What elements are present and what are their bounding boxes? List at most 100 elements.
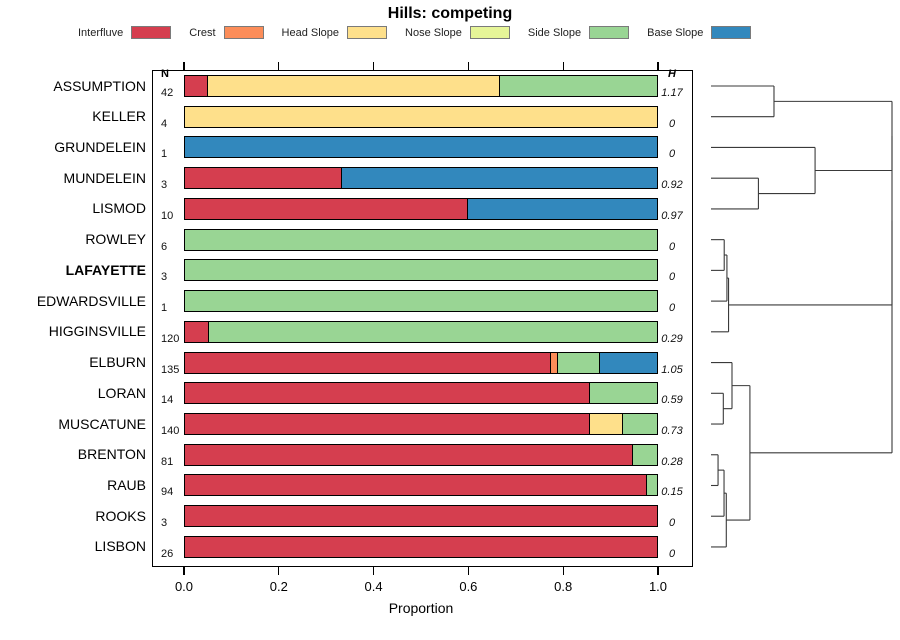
bar-segment-side-slope [185, 229, 657, 250]
legend-item: Nose Slope [405, 26, 510, 39]
legend-label: Crest [189, 26, 216, 39]
bar-segment-interfluve [185, 506, 657, 527]
legend-label: Side Slope [527, 26, 582, 39]
row-n-value: 81 [161, 455, 174, 468]
legend-item: Interfluve [78, 26, 172, 39]
stacked-bar [184, 136, 658, 159]
row-label: RAUB [107, 476, 146, 493]
stacked-bar [184, 474, 658, 497]
bar-segment-interfluve [185, 76, 208, 96]
stacked-bar [184, 228, 658, 251]
stacked-bar [184, 382, 658, 405]
stacked-bar [184, 197, 658, 220]
row-label: EDWARDSVILLE [36, 292, 146, 309]
row-label: KELLER [92, 108, 146, 125]
row-label: HIGGINSVILLE [48, 323, 146, 340]
row-h-value: 0 [668, 302, 676, 315]
bar-segment-side-slope [633, 444, 657, 465]
stacked-bar [184, 320, 658, 343]
stacked-bar [184, 290, 658, 313]
row-h-value: 0.15 [661, 486, 683, 499]
row-n-value: 1 [161, 148, 168, 161]
row-h-value: 0.73 [661, 425, 683, 438]
bar-segment-side-slope [589, 383, 657, 404]
stacked-bar [184, 443, 658, 466]
x-axis-tick-bottom [183, 567, 185, 575]
x-axis-tick-top [183, 62, 185, 70]
bar-segment-base-slope [468, 198, 657, 219]
bar-segment-head-slope [185, 106, 657, 127]
row-label: LISBON [94, 538, 146, 555]
row-h-value: 0.59 [661, 394, 683, 407]
stacked-bar [184, 413, 658, 436]
legend-swatch [469, 26, 510, 39]
row-n-value: 3 [161, 271, 168, 284]
row-label: ELBURN [89, 354, 146, 371]
legend-item: Crest [189, 26, 264, 39]
legend-item: Head Slope [282, 26, 388, 39]
legend-item: Side Slope [527, 26, 630, 39]
row-h-value: 0.28 [661, 455, 683, 468]
legend-label: Head Slope [281, 26, 340, 39]
bar-segment-crest [551, 352, 559, 373]
bar-segment-interfluve [185, 536, 657, 557]
row-h-value: 0 [668, 148, 676, 161]
row-h-value: 0 [668, 271, 676, 284]
row-h-value: 0 [668, 240, 676, 253]
legend-swatch [589, 26, 630, 39]
row-n-value: 26 [161, 547, 174, 560]
x-axis-tick-top [467, 62, 469, 70]
x-axis-label: Proportion [388, 600, 454, 616]
row-n-value: 6 [161, 240, 168, 253]
legend-label: Base Slope [647, 26, 704, 39]
bar-segment-interfluve [185, 383, 590, 404]
row-n-value: 1 [161, 302, 168, 315]
x-axis-tick-label: 0.8 [554, 579, 573, 594]
legend-item: Base Slope [647, 26, 752, 39]
stacked-bar [184, 535, 658, 558]
bar-segment-side-slope [185, 260, 657, 281]
row-h-value: 0.97 [661, 209, 683, 222]
legend-label: Nose Slope [405, 26, 462, 39]
row-label: MUSCATUNE [58, 415, 146, 432]
row-h-value: 0 [668, 547, 676, 560]
bar-segment-interfluve [185, 168, 343, 189]
row-n-value: 14 [161, 394, 174, 407]
row-label: GRUNDELEIN [54, 138, 146, 155]
row-h-value: 0 [668, 517, 676, 530]
row-h-value: 1.17 [661, 87, 683, 99]
x-axis-tick-bottom [278, 567, 280, 575]
bar-segment-interfluve [185, 352, 552, 373]
bar-segment-side-slope [499, 76, 657, 96]
legend-label: Interfluve [78, 26, 124, 39]
stacked-bar [184, 105, 658, 128]
x-axis-tick-top [562, 62, 564, 70]
row-label: LAFAYETTE [65, 261, 146, 278]
bar-segment-side-slope [623, 414, 657, 435]
row-label: ROOKS [95, 507, 146, 524]
x-axis-tick-bottom [373, 567, 375, 575]
row-label: LISMOD [92, 200, 146, 217]
x-axis-tick-top [657, 62, 659, 70]
bar-segment-side-slope [208, 321, 657, 342]
row-h-value: 0.92 [661, 179, 683, 192]
n-column-header: N [161, 68, 169, 80]
stacked-bar [184, 351, 658, 374]
h-column-header: H [668, 68, 676, 80]
row-h-value: 1.05 [661, 363, 683, 376]
row-n-value: 3 [161, 179, 168, 192]
x-axis-tick-bottom [657, 567, 659, 575]
bar-segment-side-slope [185, 291, 657, 312]
chart-title: Hills: competing [387, 5, 513, 22]
x-axis-tick-label: 1.0 [648, 579, 668, 594]
legend-swatch [347, 26, 388, 39]
row-n-value: 135 [161, 363, 180, 376]
row-label: MUNDELEIN [63, 169, 146, 186]
bar-segment-interfluve [185, 444, 634, 465]
bar-segment-head-slope [207, 76, 500, 96]
row-label: LORAN [97, 384, 146, 401]
stacked-bar [184, 259, 658, 282]
bar-segment-interfluve [185, 414, 590, 435]
legend-swatch [131, 26, 172, 39]
bar-segment-base-slope [185, 137, 657, 158]
